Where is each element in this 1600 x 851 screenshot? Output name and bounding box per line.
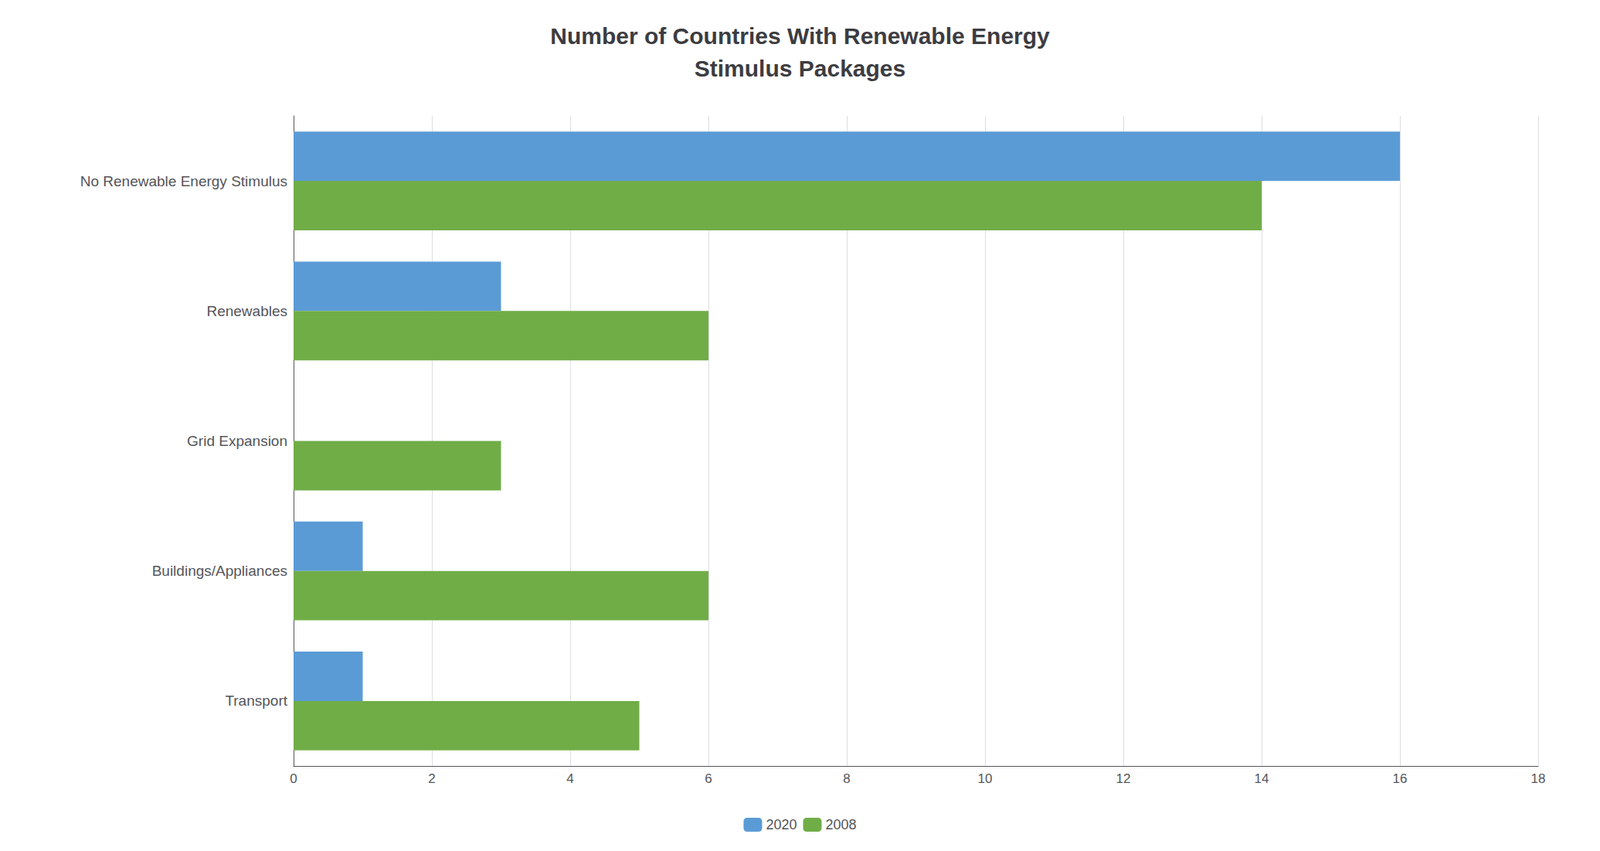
- svg-text:2020: 2020: [765, 816, 797, 833]
- svg-text:0: 0: [289, 771, 297, 786]
- svg-text:6: 6: [704, 771, 712, 786]
- svg-text:18: 18: [1531, 771, 1546, 786]
- svg-text:Buildings/Appliances: Buildings/Appliances: [152, 562, 288, 579]
- svg-text:Transport: Transport: [224, 692, 288, 709]
- svg-text:Grid Expansion: Grid Expansion: [186, 432, 288, 449]
- svg-text:4: 4: [566, 771, 574, 786]
- svg-text:Renewables: Renewables: [206, 302, 288, 320]
- svg-text:Stimulus Packages: Stimulus Packages: [694, 55, 906, 82]
- svg-text:16: 16: [1392, 771, 1408, 786]
- svg-text:No Renewable Energy Stimulus: No Renewable Energy Stimulus: [80, 173, 288, 190]
- svg-text:2008: 2008: [825, 816, 857, 833]
- svg-text:Number of Countries With Renew: Number of Countries With Renewable Energ…: [550, 23, 1050, 49]
- svg-text:2: 2: [428, 771, 435, 786]
- svg-text:10: 10: [978, 771, 993, 786]
- svg-text:14: 14: [1254, 771, 1270, 786]
- svg-text:12: 12: [1116, 771, 1132, 786]
- svg-text:8: 8: [842, 771, 850, 786]
